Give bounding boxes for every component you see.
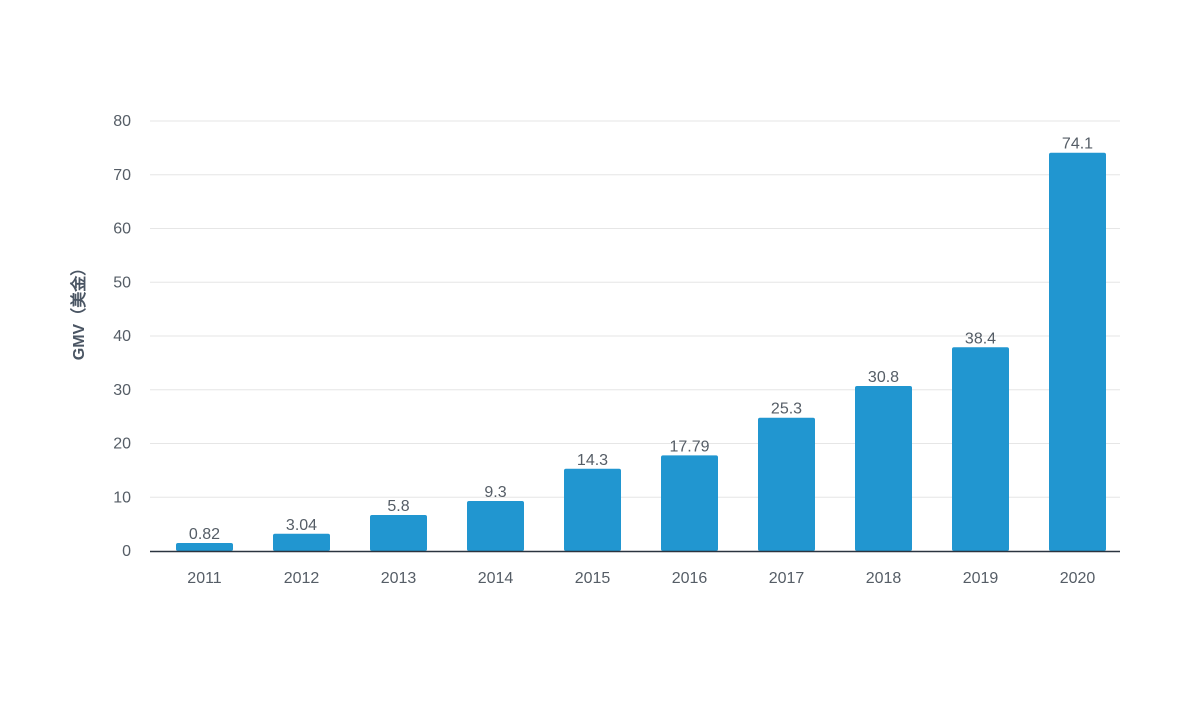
y-tick-label: 10 — [113, 489, 131, 506]
y-tick-label: 40 — [113, 328, 131, 345]
grid-lines — [150, 120, 1120, 498]
y-tick-label: 70 — [113, 167, 131, 184]
data-label-2015: 14.3 — [577, 452, 608, 469]
bar-2016[interactable] — [661, 455, 718, 551]
x-axis-ticks: 2011 2012 2013 2014 2015 2016 2017 2018 2019 2020 — [187, 570, 1095, 587]
y-tick-label: 60 — [113, 221, 131, 238]
x-tick-label-2014: 2014 — [478, 570, 514, 587]
bar-2013[interactable] — [370, 514, 427, 551]
y-tick-label: 0 — [122, 543, 131, 560]
data-labels: 0.82 3.04 5.8 9.3 14.3 17.79 25.3 30.8 38.4 74.1 — [189, 136, 1093, 543]
data-label-2020: 74.1 — [1062, 136, 1093, 153]
bar-2019[interactable] — [952, 347, 1009, 551]
data-label-2017: 25.3 — [771, 401, 802, 418]
data-label-2016: 17.79 — [669, 438, 709, 455]
y-axis-ticks: 0 10 20 30 40 50 60 70 80 — [113, 113, 131, 560]
y-tick-label: 50 — [113, 274, 131, 291]
x-tick-label-2013: 2013 — [381, 570, 417, 587]
x-tick-label-2015: 2015 — [575, 570, 611, 587]
bars — [176, 152, 1106, 551]
y-tick-label: 30 — [113, 382, 131, 399]
bar-2014[interactable] — [467, 501, 524, 551]
bar-2018[interactable] — [855, 385, 912, 551]
data-label-2019: 38.4 — [965, 330, 996, 347]
bar-2017[interactable] — [758, 417, 815, 551]
y-tick-label: 80 — [113, 113, 131, 130]
bar-2012[interactable] — [273, 533, 330, 551]
x-tick-label-2020: 2020 — [1060, 570, 1096, 587]
data-label-2012: 3.04 — [286, 517, 317, 534]
y-tick-label: 20 — [113, 436, 131, 453]
x-tick-label-2019: 2019 — [963, 570, 999, 587]
bar-2020[interactable] — [1049, 152, 1106, 551]
x-tick-label-2012: 2012 — [284, 570, 320, 587]
y-axis-label: GMV（美金） — [69, 260, 88, 360]
data-label-2013: 5.8 — [387, 498, 409, 515]
data-label-2014: 9.3 — [484, 484, 506, 501]
data-label-2011: 0.82 — [189, 526, 220, 543]
data-label-2018: 30.8 — [868, 369, 899, 386]
x-tick-label-2017: 2017 — [769, 570, 805, 587]
x-tick-label-2016: 2016 — [672, 570, 708, 587]
x-tick-label-2018: 2018 — [866, 570, 902, 587]
bar-2011[interactable] — [176, 542, 233, 551]
bar-2015[interactable] — [564, 468, 621, 551]
x-tick-label-2011: 2011 — [187, 570, 222, 587]
